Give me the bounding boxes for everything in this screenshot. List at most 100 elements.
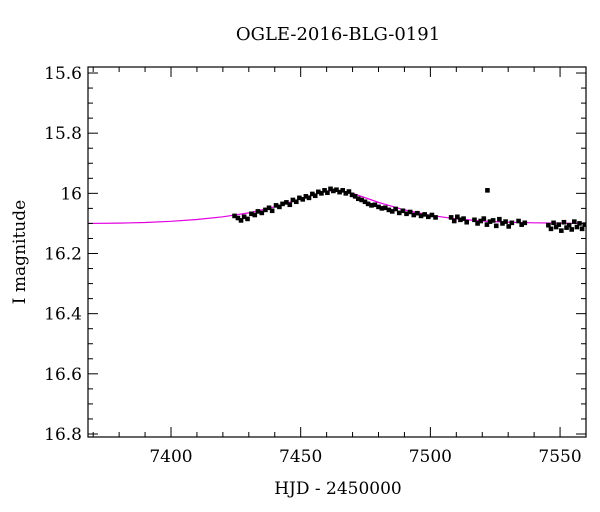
data-point	[418, 213, 424, 219]
data-point	[415, 210, 420, 216]
x-tick-label: 7550	[538, 447, 581, 467]
data-point	[238, 218, 244, 223]
y-tick-label: 16.4	[44, 305, 82, 325]
data-point	[232, 213, 237, 219]
data-point	[376, 204, 381, 210]
data-point	[379, 206, 385, 211]
data-point	[522, 220, 528, 226]
y-tick-label: 16	[60, 184, 82, 204]
data-point	[569, 227, 575, 232]
data-point	[349, 192, 355, 198]
y-tick-label: 16.6	[44, 365, 82, 385]
data-point	[269, 208, 275, 214]
axis-ticks-layer: 7400 7450 7500 7550 15.6 15.8 16 16.2 16.4 16.6 16…	[44, 64, 587, 467]
data-point	[429, 212, 435, 218]
data-point	[574, 224, 580, 230]
data-point	[548, 226, 554, 232]
x-axis-label: HJD - 2450000	[274, 479, 402, 499]
data-point	[566, 222, 572, 228]
data-point	[579, 226, 585, 232]
data-point	[458, 217, 463, 223]
data-point	[500, 221, 505, 226]
data-point	[490, 218, 496, 223]
data-point	[503, 219, 508, 224]
data-point	[564, 225, 569, 230]
data-point	[551, 220, 556, 226]
data-point	[516, 218, 521, 224]
x-tick-label: 7500	[409, 447, 452, 467]
data-point	[280, 201, 285, 207]
y-tick-label: 15.8	[44, 124, 82, 144]
data-point	[331, 188, 336, 194]
data-point	[448, 215, 454, 220]
data-point	[478, 218, 483, 224]
data-point	[359, 197, 364, 203]
data-point	[497, 216, 502, 222]
data-point	[273, 203, 279, 208]
data-point	[582, 222, 586, 227]
data-point	[389, 209, 395, 214]
data-point	[484, 222, 490, 227]
y-tick-label: 16.2	[44, 245, 82, 265]
data-point	[481, 216, 487, 221]
data-point	[263, 207, 268, 213]
data-point	[422, 212, 427, 217]
data-point	[290, 197, 296, 203]
data-point	[334, 187, 339, 193]
data-point	[455, 214, 460, 220]
data-point	[293, 199, 299, 205]
data-point	[411, 212, 417, 218]
data-point	[493, 223, 499, 229]
data-point	[561, 219, 567, 225]
data-point	[553, 224, 559, 230]
y-axis-label: I magnitude	[10, 200, 30, 304]
model-curve	[88, 189, 586, 225]
data-point	[546, 222, 551, 228]
data-point	[556, 222, 562, 227]
data-point	[287, 202, 293, 208]
data-point	[426, 214, 431, 220]
data-point	[303, 194, 309, 199]
data-point	[310, 191, 315, 197]
y-tick-label: 16.8	[44, 425, 82, 445]
data-point	[266, 205, 272, 211]
data-point	[277, 204, 282, 210]
data-point	[343, 191, 349, 196]
data-point	[312, 193, 318, 199]
data-point	[306, 195, 312, 201]
data-point	[400, 208, 406, 214]
data-point	[245, 216, 250, 222]
data-point	[396, 210, 402, 216]
data-point	[340, 188, 346, 193]
data-point	[393, 206, 398, 212]
data-point	[259, 210, 265, 216]
data-point	[559, 228, 564, 233]
data-points-layer	[232, 186, 586, 233]
data-point	[369, 203, 374, 208]
data-point	[404, 211, 409, 217]
data-point	[322, 188, 327, 193]
data-point	[433, 215, 438, 220]
data-point	[472, 217, 477, 223]
data-point	[355, 196, 361, 202]
data-point	[475, 221, 480, 226]
data-point	[509, 220, 515, 226]
chart-title: OGLE-2016-BLG-0191	[236, 24, 440, 45]
data-point	[325, 190, 330, 196]
model-curve-layer	[88, 189, 586, 225]
x-tick-label: 7450	[279, 447, 322, 467]
data-point	[316, 189, 321, 195]
data-point	[577, 221, 582, 226]
data-point	[386, 207, 392, 213]
data-point	[249, 211, 254, 217]
data-point	[319, 191, 324, 196]
data-point	[365, 201, 371, 207]
data-point	[235, 215, 241, 221]
y-tick-label: 15.6	[44, 64, 82, 84]
data-point	[461, 216, 466, 221]
data-point	[464, 219, 469, 225]
data-point	[362, 199, 368, 205]
data-point	[382, 205, 388, 211]
data-point	[519, 222, 524, 227]
data-point	[284, 200, 289, 205]
